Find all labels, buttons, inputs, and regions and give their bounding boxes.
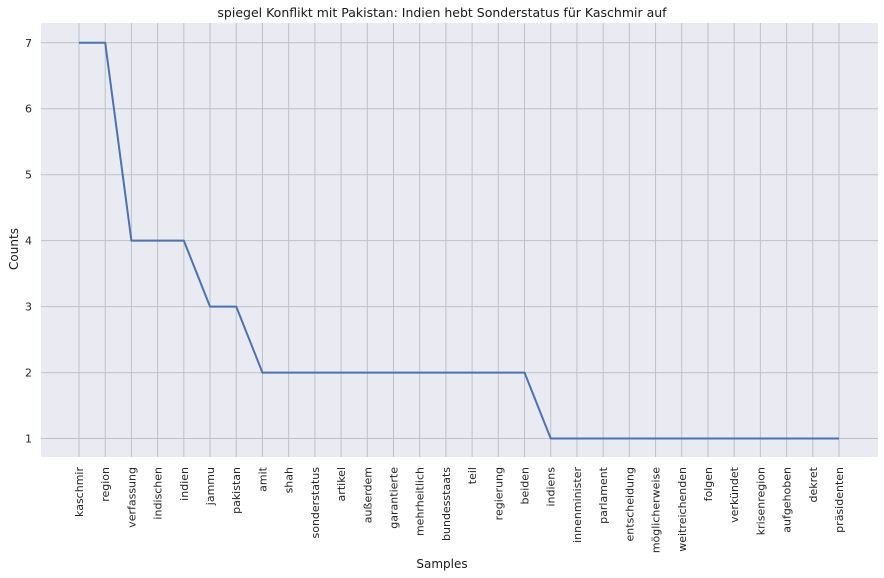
data-point (628, 438, 630, 440)
x-tick-label: artikel (335, 467, 348, 501)
x-tick-label: bundesstaats (440, 467, 453, 541)
x-tick-label: teil (466, 467, 479, 484)
x-tick-label: jammu (204, 467, 217, 506)
data-point (550, 438, 552, 440)
y-axis-label: Counts (7, 228, 21, 270)
x-tick-label: weitreichenden (676, 467, 689, 552)
x-tick-label: krisenregion (754, 467, 767, 535)
x-tick-label: entscheidung (623, 467, 636, 542)
y-tick-label: 4 (25, 235, 32, 248)
x-tick-label: verfassung (125, 467, 138, 528)
data-point (497, 372, 499, 374)
data-point (314, 372, 316, 374)
x-tick-label: shah (283, 467, 296, 493)
x-tick-label: beiden (519, 467, 532, 505)
y-tick-label: 5 (25, 169, 32, 182)
x-tick-label: möglicherweise (650, 467, 663, 553)
x-tick-label: kaschmir (73, 467, 86, 517)
data-point (209, 306, 211, 308)
data-point (104, 42, 106, 44)
data-point (78, 42, 80, 44)
x-tick-label: indischen (152, 467, 165, 520)
data-point (392, 372, 394, 374)
data-point (786, 438, 788, 440)
data-point (157, 240, 159, 242)
x-tick-label: außerdem (361, 467, 374, 523)
x-tick-label: regierung (492, 467, 505, 520)
data-point (261, 372, 263, 374)
x-tick-label: folgen (702, 467, 715, 501)
data-point (759, 438, 761, 440)
data-point (445, 372, 447, 374)
y-tick-label: 6 (25, 103, 32, 116)
x-tick-label: parlament (597, 466, 610, 523)
chart-title: spiegel Konflikt mit Pakistan: Indien he… (217, 5, 667, 20)
data-point (524, 372, 526, 374)
data-point (471, 372, 473, 374)
data-point (130, 240, 132, 242)
series-line (79, 41, 839, 440)
x-axis-label: Samples (416, 557, 468, 571)
x-tick-label: region (99, 467, 112, 502)
x-tick-label: indiens (545, 467, 558, 507)
data-point (288, 372, 290, 374)
data-point (235, 306, 237, 308)
x-tick-label: innenminister (571, 467, 584, 543)
data-point (733, 438, 735, 440)
y-tick-label: 3 (25, 301, 32, 314)
data-point (419, 372, 421, 374)
data-point (707, 438, 709, 440)
x-tick-label: präsidenten (833, 467, 846, 533)
y-tick-label: 2 (25, 367, 32, 380)
x-tick-label: pakistan (230, 467, 243, 514)
data-point (576, 438, 578, 440)
x-tick-label: dekret (807, 466, 820, 502)
data-point (812, 438, 814, 440)
data-point (655, 438, 657, 440)
x-tick-label: aufgehoben (781, 467, 794, 533)
y-tick-label: 7 (25, 37, 32, 50)
y-tick-label: 1 (25, 433, 32, 446)
data-point (602, 438, 604, 440)
x-tick-label: mehrheitlich (414, 467, 427, 536)
x-tick-label: amit (256, 466, 269, 492)
data-point (340, 372, 342, 374)
data-point (681, 438, 683, 440)
data-point (366, 372, 368, 374)
x-tick-label: indien (178, 467, 191, 501)
x-tick-label: sonderstatus (309, 467, 322, 539)
x-tick-label: garantierte (387, 467, 400, 529)
x-tick-label: verkündet (728, 466, 741, 523)
data-point (838, 438, 840, 440)
data-point (183, 240, 185, 242)
